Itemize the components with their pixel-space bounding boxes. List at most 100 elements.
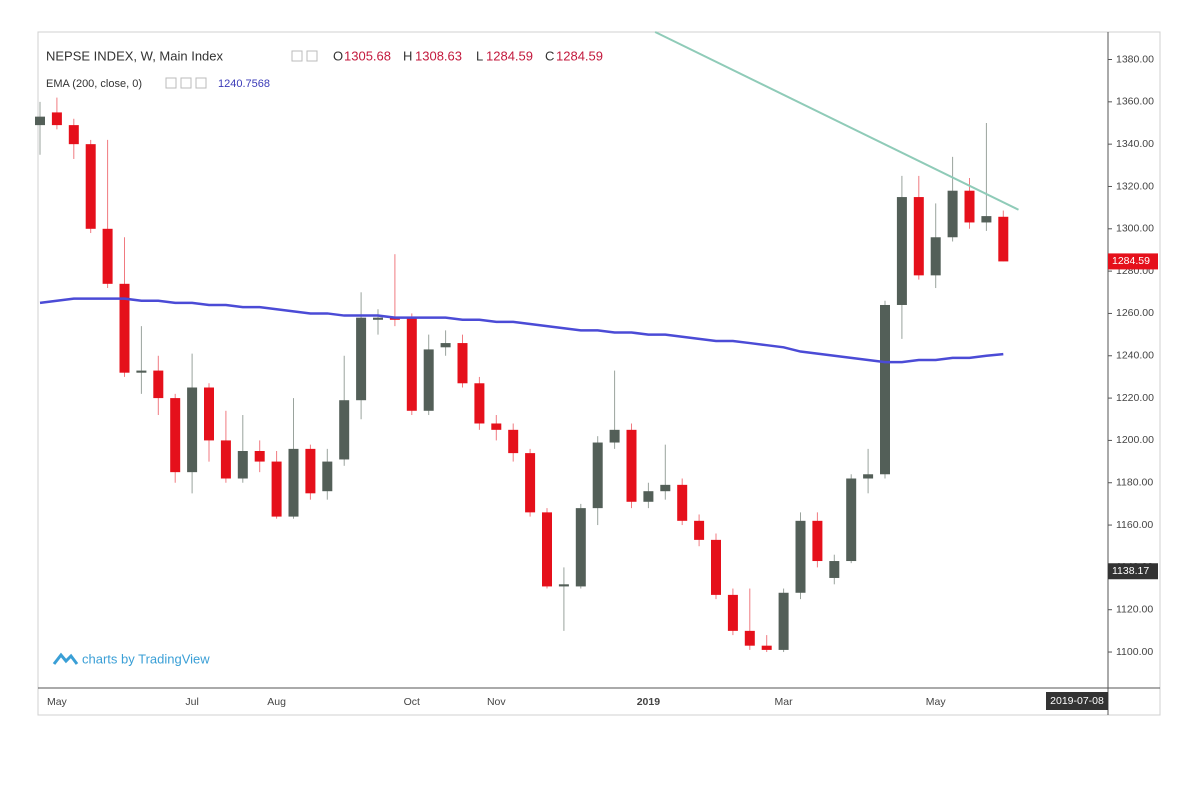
candle-body (119, 283, 130, 373)
candle-body (575, 508, 586, 587)
candle-body (947, 190, 958, 238)
candle-body (558, 584, 569, 587)
y-tick-label: 1200.00 (1116, 434, 1154, 446)
logo (52, 652, 79, 665)
x-tick-label: Nov (487, 696, 506, 708)
candle-body (305, 448, 316, 494)
candle-body (744, 630, 755, 646)
candle-body (288, 448, 299, 517)
candle-body (880, 304, 890, 475)
price-box (1108, 563, 1158, 580)
candle-body (677, 484, 688, 521)
chart-title: NEPSE INDEX, W, Main Index (46, 48, 224, 63)
candle-body (711, 539, 721, 595)
x-tick-label: Jul (185, 696, 198, 708)
candle-body (440, 343, 451, 348)
ohlc-value: 1308.63 (415, 48, 462, 63)
icon (165, 77, 177, 89)
legend-value: 1240.7568 (218, 78, 270, 90)
candle-body (542, 512, 552, 587)
candle-body (254, 450, 265, 462)
candle-body (85, 144, 96, 229)
candle-body (102, 228, 113, 284)
y-tick-label: 1120.00 (1116, 603, 1153, 615)
trend-line (654, 31, 1019, 211)
candle-body (271, 461, 282, 517)
candle-body (660, 484, 671, 492)
cursor-date: 2019-07-08 (1050, 695, 1104, 707)
ohlc-value: 1305.68 (344, 48, 391, 63)
price-label: 1138.17 (1112, 565, 1149, 577)
candle-body (187, 387, 198, 473)
candle-body (170, 398, 181, 473)
ema-line (39, 297, 1004, 364)
x-tick-label: 2019 (637, 696, 661, 708)
x-tick-label: May (47, 696, 68, 708)
y-tick-label: 1180.00 (1116, 477, 1153, 489)
candle-body (51, 112, 62, 126)
ohlc-label: H (403, 48, 412, 63)
candle-body (930, 237, 941, 276)
candle-body (829, 561, 840, 578)
y-tick-label: 1100.00 (1116, 646, 1153, 658)
candle-body (609, 429, 620, 443)
candle-body (339, 400, 350, 460)
candle-body (846, 478, 857, 562)
candle-body (525, 453, 536, 513)
ohlc-label: C (545, 48, 554, 63)
y-tick-label: 1340.00 (1116, 138, 1154, 150)
icon (180, 77, 192, 89)
legend-entry: EMA (200, close, 0) (46, 78, 142, 90)
candle-body (237, 450, 248, 479)
candle-body (356, 317, 367, 401)
candle-body (474, 383, 485, 424)
candle-body (863, 474, 874, 479)
x-tick-label: Aug (267, 696, 286, 708)
candle-body (812, 520, 823, 562)
candle-body (508, 429, 519, 454)
y-tick-label: 1260.00 (1116, 307, 1154, 319)
candle-body (592, 442, 603, 509)
candle-body (998, 216, 1009, 262)
candle-body (761, 645, 772, 650)
ohlc-value: 1284.59 (486, 48, 533, 63)
price-label: 1284.59 (1112, 255, 1150, 267)
candle-body (373, 317, 383, 320)
candle-body (694, 520, 705, 540)
candle-body (153, 370, 164, 399)
y-tick-label: 1360.00 (1116, 96, 1154, 108)
candle-body (896, 197, 907, 305)
plot-area (35, 31, 1019, 653)
watermark: charts by TradingView (82, 651, 210, 666)
candle-body (68, 125, 79, 145)
y-tick-label: 1300.00 (1116, 223, 1154, 235)
icon (195, 77, 207, 89)
candle-body (457, 343, 468, 384)
candle-body (406, 317, 417, 411)
candle-body (981, 216, 992, 223)
y-tick-label: 1240.00 (1116, 350, 1154, 362)
y-tick-label: 1160.00 (1116, 519, 1153, 531)
candle-body (913, 197, 924, 276)
ohlc-value: 1284.59 (556, 48, 603, 63)
x-tick-label: May (926, 696, 947, 708)
candle-body (964, 190, 975, 223)
chart-frame (37, 31, 1161, 716)
candle-body (220, 440, 231, 479)
price-box (1108, 253, 1158, 270)
y-tick-label: 1380.00 (1116, 53, 1154, 65)
candle-body (626, 429, 637, 502)
candle-body (35, 116, 45, 126)
candle-body (322, 461, 333, 492)
candle-body (204, 387, 214, 441)
icon (306, 50, 318, 62)
cursor-date-box (1046, 692, 1108, 710)
candle-body (795, 520, 806, 593)
x-tick-label: Oct (404, 696, 420, 708)
y-tick-label: 1320.00 (1116, 180, 1154, 192)
candle-body (423, 349, 434, 411)
candle-body (778, 592, 789, 650)
y-tick-label: 1220.00 (1116, 392, 1154, 404)
icon (291, 50, 303, 62)
